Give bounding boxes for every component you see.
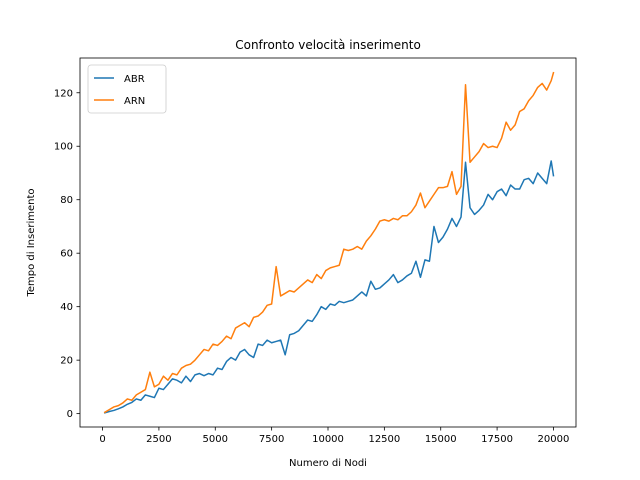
- y-tick-label: 80: [60, 195, 73, 206]
- series-line-arn: [103, 71, 555, 414]
- y-tick-label: 40: [60, 302, 73, 313]
- y-tick-label: 20: [60, 356, 73, 367]
- y-tick-label: 100: [54, 142, 73, 153]
- x-tick-label: 17500: [481, 434, 513, 445]
- y-tick-label: 60: [60, 249, 73, 260]
- y-axis-label: Tempo di Inserimento: [26, 188, 37, 297]
- x-tick-label: 20000: [538, 434, 570, 445]
- x-tick-label: 5000: [203, 434, 228, 445]
- y-tick-label: 0: [67, 409, 73, 420]
- x-tick-label: 15000: [425, 434, 457, 445]
- x-tick-label: 12500: [368, 434, 400, 445]
- series-line-abr: [103, 160, 555, 414]
- x-axis-label: Numero di Nodi: [289, 458, 367, 469]
- x-tick-label: 7500: [259, 434, 284, 445]
- x-tick-label: 2500: [146, 434, 171, 445]
- legend-label-abr: ABR: [124, 74, 145, 85]
- legend-box: [87, 64, 167, 114]
- legend: ABR ARN: [87, 64, 167, 114]
- chart-title: Confronto velocità inserimento: [235, 38, 421, 52]
- y-tick-label: 120: [54, 88, 73, 99]
- x-tick-label: 0: [99, 434, 105, 445]
- x-tick-label: 10000: [312, 434, 344, 445]
- legend-label-arn: ARN: [124, 96, 145, 107]
